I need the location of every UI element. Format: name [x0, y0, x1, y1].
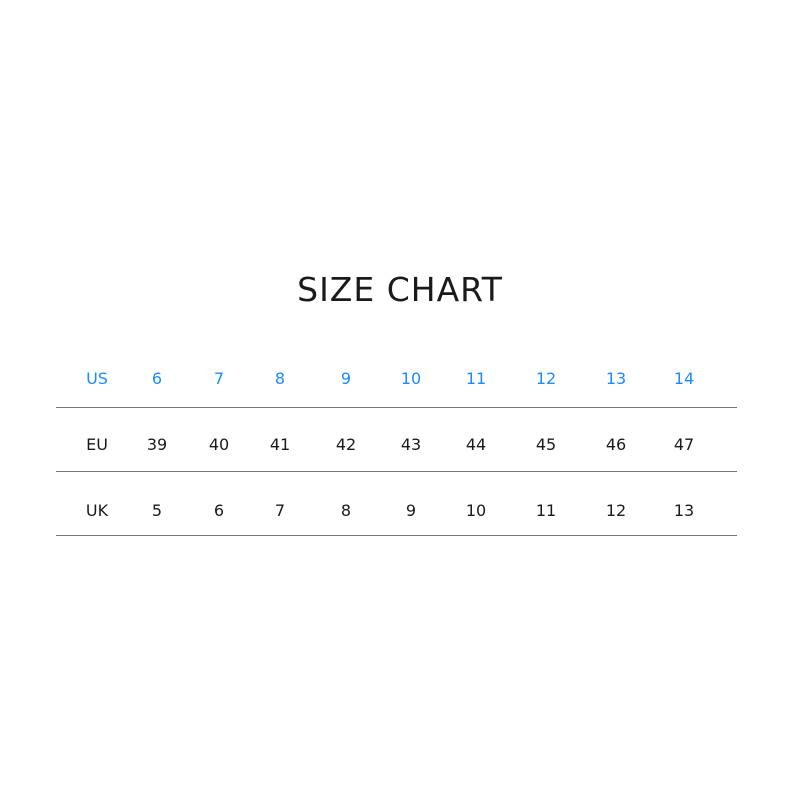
- size-cell: 8: [340, 501, 352, 520]
- size-cell: 8: [274, 369, 286, 388]
- size-cell: 44: [465, 435, 487, 454]
- size-cell: 14: [673, 369, 695, 388]
- size-row-uk: UK 5 6 7 8 9 10 11 12 13: [0, 496, 800, 526]
- size-cell: 45: [535, 435, 557, 454]
- size-cell: 9: [340, 369, 352, 388]
- size-cell: 47: [673, 435, 695, 454]
- size-cell: 39: [146, 435, 168, 454]
- size-cell: 10: [465, 501, 487, 520]
- size-cell: 11: [535, 501, 557, 520]
- size-cell: 5: [151, 501, 163, 520]
- size-cell: 40: [208, 435, 230, 454]
- divider: [56, 407, 737, 408]
- size-cell: 7: [274, 501, 286, 520]
- divider: [56, 535, 737, 536]
- size-cell: 12: [535, 369, 557, 388]
- size-cell: 42: [335, 435, 357, 454]
- size-cell: 10: [400, 369, 422, 388]
- size-row-us: US 6 7 8 9 10 11 12 13 14: [0, 364, 800, 394]
- size-cell: 43: [400, 435, 422, 454]
- size-cell: 11: [465, 369, 487, 388]
- page-title: SIZE CHART: [297, 270, 503, 309]
- size-cell: 13: [605, 369, 627, 388]
- size-cell: 6: [213, 501, 225, 520]
- divider: [56, 471, 737, 472]
- size-cell: 7: [213, 369, 225, 388]
- row-label: US: [86, 369, 108, 388]
- size-cell: 41: [269, 435, 291, 454]
- size-cell: 12: [605, 501, 627, 520]
- size-cell: 9: [405, 501, 417, 520]
- size-cell: 46: [605, 435, 627, 454]
- row-label: UK: [85, 501, 109, 520]
- row-label: EU: [86, 435, 108, 454]
- size-cell: 6: [151, 369, 163, 388]
- size-row-eu: EU 39 40 41 42 43 44 45 46 47: [0, 430, 800, 460]
- size-cell: 13: [673, 501, 695, 520]
